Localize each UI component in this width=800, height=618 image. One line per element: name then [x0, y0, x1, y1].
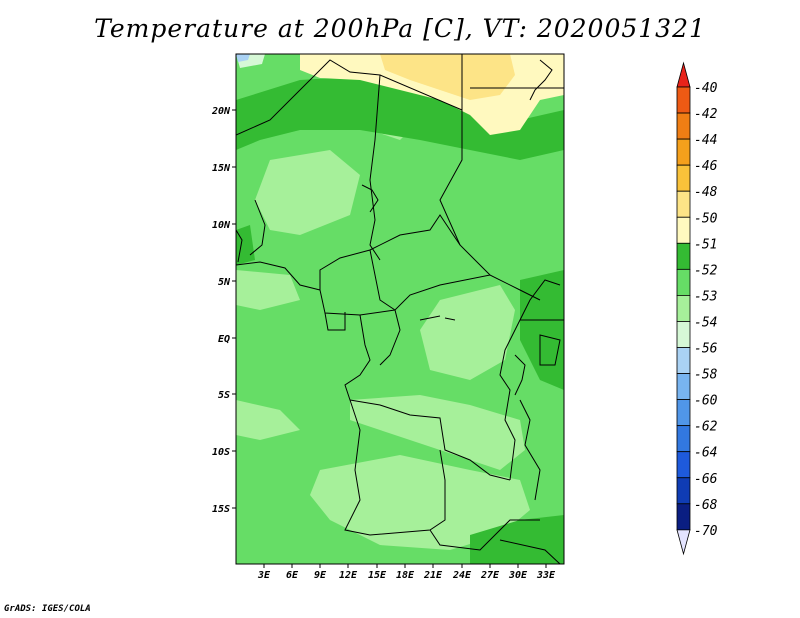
chart-title: Temperature at 200hPa [C], VT: 202005132… — [94, 14, 706, 43]
colorbar-cap-top — [676, 61, 691, 88]
latitude-axis: 20N 15N 10N 5N EQ 5S 10S 15S — [211, 106, 236, 515]
colorbar-swatch — [676, 347, 691, 374]
colorbar-swatch — [676, 164, 691, 192]
longitude-axis: 3E 6E 9E 12E 15E 18E 21E 24E 27E 30E 33E — [257, 564, 556, 581]
colorbar-swatch — [676, 242, 691, 270]
lon-label: 3E — [257, 570, 271, 581]
colorbar-label: -53 — [694, 289, 717, 304]
colorbar-swatch — [676, 451, 691, 479]
colorbar-label: -54 — [694, 315, 717, 330]
lat-label: 5S — [218, 390, 230, 401]
lon-label: 21E — [423, 570, 443, 581]
lat-label: EQ — [218, 334, 230, 345]
colorbar-label: -42 — [694, 107, 718, 122]
lon-label: 18E — [396, 570, 415, 581]
colorbar-swatch — [676, 425, 691, 453]
lon-label: 24E — [452, 570, 472, 581]
colorbar-swatch — [676, 216, 691, 244]
lat-tick-eq: EQ — [218, 334, 236, 345]
colorbar-swatch — [676, 477, 691, 505]
colorbar-label: -68 — [694, 498, 718, 513]
colorbar: -40 -42 -44 -46 -48 -50 -51 -52 -53 -54 -56 -58 -60 -… — [676, 61, 718, 556]
colorbar-swatch — [676, 268, 691, 296]
colorbar-swatch — [676, 112, 691, 140]
colorbar-label: -58 — [694, 368, 718, 383]
lon-label: 30E — [508, 570, 528, 581]
lon-label: 12E — [339, 570, 358, 581]
colorbar-swatch — [676, 294, 691, 322]
colorbar-label: -50 — [694, 211, 718, 226]
colorbar-label: -46 — [694, 159, 718, 174]
map-frame — [235, 53, 565, 565]
lat-label: 20N — [211, 106, 231, 117]
lat-tick-15s: 15S — [212, 504, 236, 515]
lat-label: 15S — [212, 504, 230, 515]
colorbar-label: -70 — [694, 524, 718, 539]
colorbar-swatch — [676, 321, 691, 348]
lat-label: 10N — [212, 220, 231, 231]
lon-tick-21e: 21E — [423, 564, 443, 581]
lon-label: 6E — [286, 570, 299, 581]
lon-label: 15E — [368, 570, 387, 581]
lon-tick-12e: 12E — [339, 564, 358, 581]
grads-credit: GrADS: IGES/COLA — [4, 604, 91, 614]
lon-tick-6e: 6E — [286, 564, 299, 581]
colorbar-swatch — [676, 138, 691, 166]
lat-tick-10n: 10N — [212, 220, 236, 231]
lon-tick-27e: 27E — [480, 564, 500, 581]
colorbar-label: -62 — [694, 420, 718, 435]
colorbar-cap-bottom — [676, 529, 691, 556]
lon-tick-15e: 15E — [368, 564, 387, 581]
colorbar-label: -60 — [694, 394, 718, 409]
lat-tick-20n: 20N — [211, 106, 236, 117]
colorbar-swatch — [676, 503, 691, 531]
lon-tick-33e: 33E — [536, 564, 556, 581]
lat-label: 10S — [212, 447, 230, 458]
colorbar-label: -66 — [694, 472, 718, 487]
lat-tick-10s: 10S — [212, 447, 236, 458]
lat-tick-15n: 15N — [212, 163, 236, 174]
lon-label: 9E — [314, 570, 327, 581]
lon-label: 33E — [536, 570, 556, 581]
colorbar-label: -44 — [694, 133, 717, 148]
lat-tick-5s: 5S — [218, 390, 236, 401]
lon-label: 27E — [480, 570, 500, 581]
lat-label: 5N — [218, 277, 231, 288]
colorbar-swatch — [676, 399, 691, 427]
colorbar-label: -51 — [694, 237, 717, 252]
colorbar-label: -52 — [694, 263, 718, 278]
lon-tick-3e: 3E — [257, 564, 271, 581]
colorbar-label: -56 — [694, 342, 718, 357]
colorbar-swatch — [676, 190, 691, 218]
lon-tick-9e: 9E — [314, 564, 327, 581]
lat-tick-5n: 5N — [218, 277, 236, 288]
colorbar-label: -48 — [694, 185, 718, 200]
lat-label: 15N — [212, 163, 231, 174]
colorbar-label: -64 — [694, 446, 717, 461]
temperature-field — [236, 54, 564, 564]
lon-tick-30e: 30E — [508, 564, 528, 581]
colorbar-label: -40 — [694, 81, 718, 96]
country-borders — [236, 54, 564, 564]
lon-tick-18e: 18E — [396, 564, 415, 581]
colorbar-swatch — [676, 86, 691, 114]
colorbar-swatch — [676, 373, 691, 400]
lon-tick-24e: 24E — [452, 564, 472, 581]
